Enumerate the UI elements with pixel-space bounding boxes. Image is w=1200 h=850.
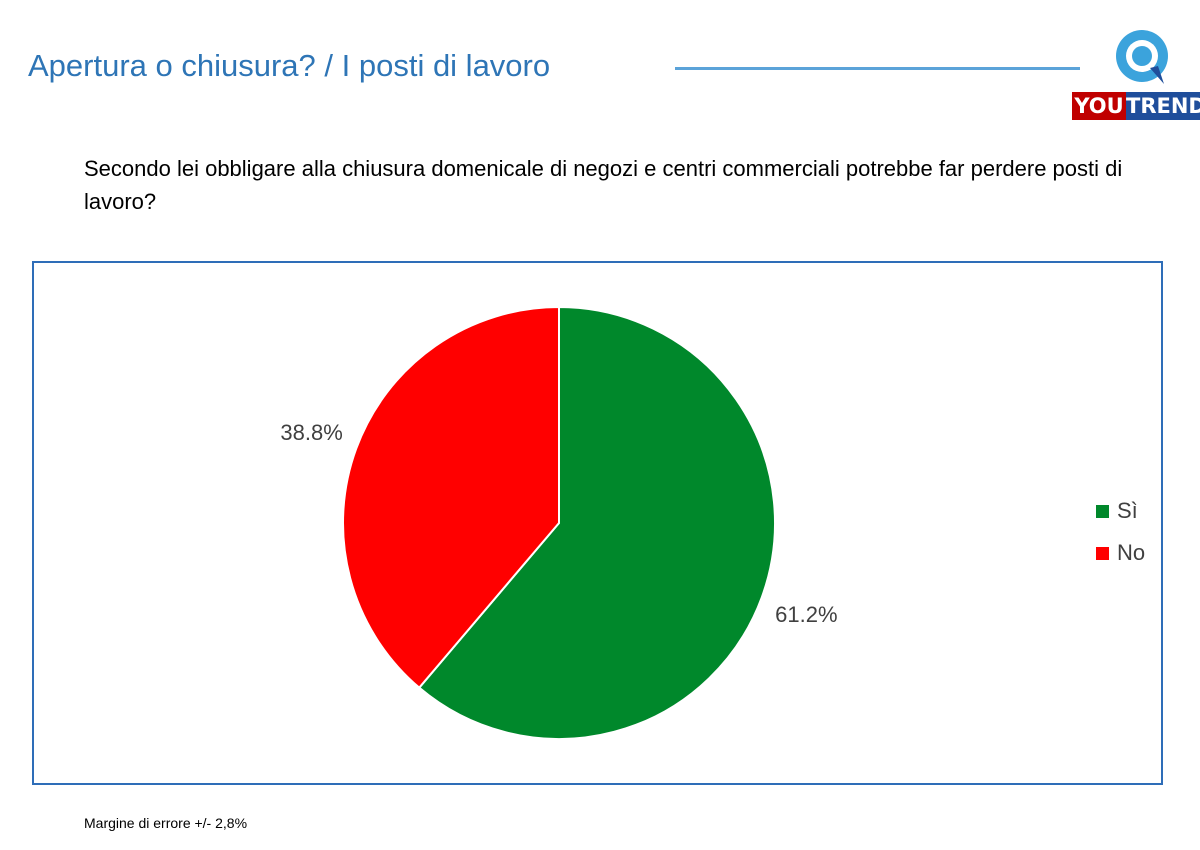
youtrend-logo: YOU TREND — [1072, 28, 1200, 122]
legend-swatch — [1096, 546, 1109, 560]
legend-label: Sì — [1117, 498, 1138, 523]
logo-you-text: YOU — [1072, 92, 1126, 120]
logo-badge: YOU TREND — [1072, 92, 1200, 120]
legend-swatch — [1096, 504, 1109, 518]
pie-chart: 61.2% 38.8% — [280, 305, 838, 740]
pie-slice-no — [342, 305, 560, 690]
chart-frame: 61.2% 38.8% Sì No — [32, 261, 1163, 785]
title-divider — [675, 67, 1080, 70]
page-title: Apertura o chiusura? / I posti di lavoro — [28, 48, 551, 83]
pie-slice-si — [417, 305, 776, 740]
chart-legend: Sì No — [1096, 490, 1145, 574]
legend-label: No — [1117, 540, 1146, 565]
speech-bubble-q-icon — [1116, 30, 1168, 84]
margin-of-error-note: Margine di errore +/- 2,8% — [84, 815, 248, 831]
logo-trend-text: TREND — [1126, 92, 1200, 120]
slice-value-label: 38.8% — [280, 420, 342, 445]
slice-value-label: 61.2% — [775, 602, 837, 627]
legend-item: No — [1096, 532, 1145, 574]
legend-item: Sì — [1096, 490, 1145, 532]
survey-question: Secondo lei obbligare alla chiusura dome… — [84, 156, 1123, 214]
